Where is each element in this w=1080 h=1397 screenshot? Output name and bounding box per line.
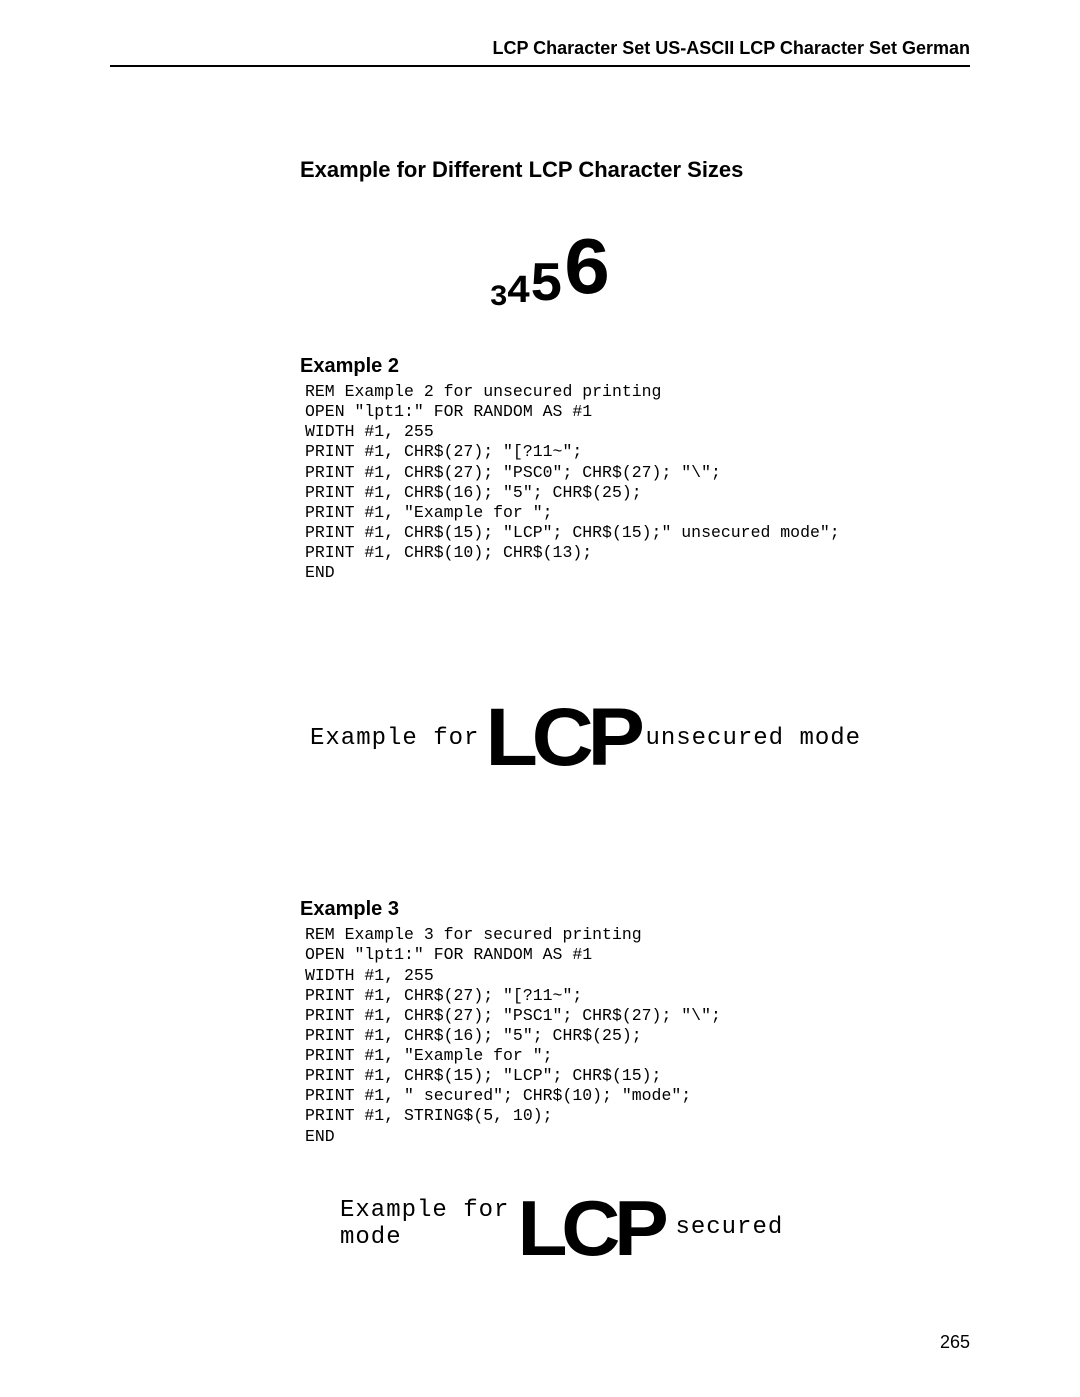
spacer [110,583,970,693]
fig2-lcp: LCP [486,705,639,771]
example2-code: REM Example 2 for unsecured printing OPE… [305,382,970,583]
fig2-left-text: Example for [310,725,479,752]
fig3-line2: mode [340,1224,509,1251]
example3-code: REM Example 3 for secured printing OPEN … [305,925,970,1146]
spacer [110,783,970,898]
example2-heading: Example 2 [300,355,970,378]
page-number: 265 [940,1332,970,1353]
fig2-right-text: unsecured mode [645,725,861,752]
spacer [110,183,970,235]
fig3-right-col: LCP secured [521,1197,783,1259]
figure-3456: 3 4 5 6 [300,235,800,313]
figure-unsecured: Example for LCP unsecured mode [310,693,970,783]
fig3-left-col: Example for mode [340,1197,509,1251]
example3-heading: Example 3 [300,898,970,921]
spacer [110,67,970,157]
digit-3: 3 [490,283,507,313]
page: LCP Character Set US-ASCII LCP Character… [0,0,1080,1397]
fig3-right: secured [675,1214,783,1241]
running-head: LCP Character Set US-ASCII LCP Character… [110,38,970,67]
page-title: Example for Different LCP Character Size… [300,157,970,183]
figure-secured: Example for mode LCP secured [340,1197,980,1259]
digit-5: 5 [530,257,563,313]
spacer [110,313,970,355]
digit-6: 6 [562,231,610,313]
fig3-lcp: LCP [518,1197,663,1259]
digit-4: 4 [507,273,530,313]
fig3-line1-left: Example for [340,1197,509,1224]
